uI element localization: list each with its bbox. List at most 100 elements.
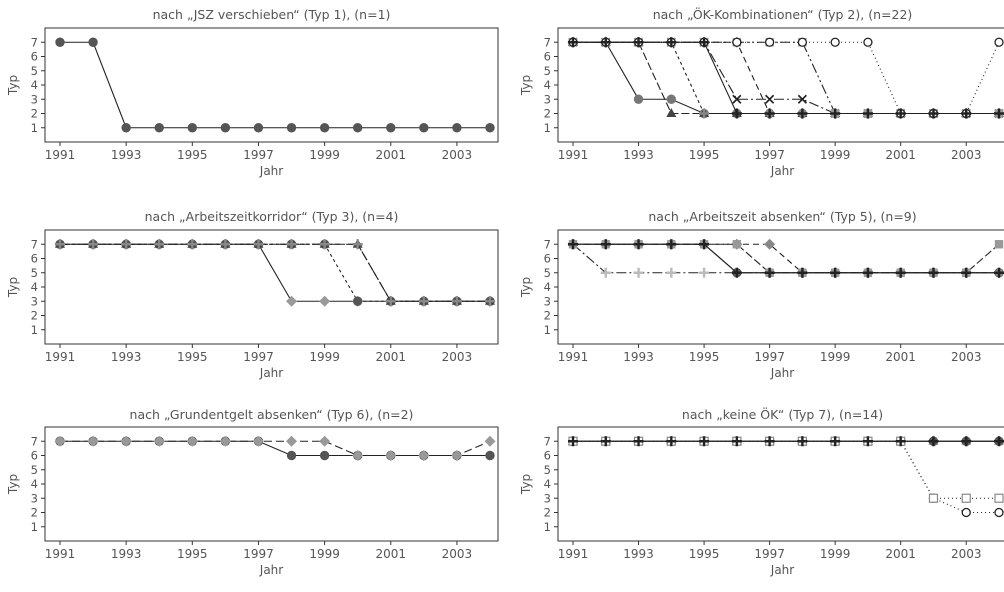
plot-area — [567, 36, 1004, 119]
data-point-plus — [633, 239, 644, 250]
data-point-plus — [88, 239, 99, 250]
data-point-diamond — [87, 435, 99, 447]
y-tick-label: 4 — [544, 477, 551, 491]
x-tick-label: 1997 — [243, 148, 274, 162]
data-point-diamond — [352, 450, 364, 461]
x-tick-label: 1999 — [820, 547, 851, 561]
data-point-plus — [418, 296, 429, 307]
y-tick-label: 7 — [544, 35, 551, 49]
series-line — [60, 41, 490, 129]
chart-panel-1: nach „JSZ verschieben“ (Typ 1), (n=1) 123… — [6, 7, 499, 178]
data-point-circle — [121, 123, 131, 133]
series-line — [60, 440, 491, 457]
y-tick-label: 2 — [544, 107, 551, 121]
data-point-square — [732, 240, 742, 249]
data-point-plus — [961, 108, 972, 119]
data-point-circle — [419, 123, 429, 133]
y-axis-label: Typ — [519, 474, 533, 495]
data-point-diamond — [484, 435, 496, 447]
x-tick-label: 1993 — [623, 148, 654, 162]
data-point-opensquare — [961, 493, 971, 503]
y-tick-label: 7 — [544, 434, 551, 448]
data-point-cross — [732, 94, 742, 104]
y-tick-label: 3 — [31, 294, 38, 308]
x-tick-label: 1999 — [309, 148, 340, 162]
data-point-diamond — [418, 450, 430, 461]
data-point-diamond — [54, 435, 66, 447]
data-point-circle — [633, 94, 644, 104]
data-point-plus — [633, 267, 644, 278]
x-tick-label: 1997 — [754, 148, 785, 162]
data-point-circle — [485, 123, 495, 133]
x-tick-label: 1997 — [243, 350, 274, 364]
plot-area — [55, 37, 495, 133]
x-axis-label: Jahr — [259, 563, 283, 577]
x-tick-label: 1999 — [820, 350, 851, 364]
x-tick-label: 1991 — [558, 148, 589, 162]
chart-title: nach „Grundentgelt absenken“ (Typ 6), (n… — [130, 407, 414, 422]
data-point-opencircle — [994, 507, 1004, 518]
x-tick-label: 2001 — [885, 148, 916, 162]
x-tick-label: 2003 — [442, 148, 473, 162]
data-point-plus — [830, 436, 841, 447]
data-point-plus — [666, 267, 677, 278]
y-tick-label: 1 — [544, 121, 551, 135]
x-tick-label: 1995 — [689, 350, 720, 364]
data-point-plus — [286, 239, 297, 250]
y-tick-label: 3 — [31, 491, 38, 505]
chart-title: nach „JSZ verschieben“ (Typ 1), (n=1) — [153, 7, 391, 22]
data-point-plus — [699, 37, 710, 48]
data-point-cross — [765, 94, 775, 104]
data-point-circle — [55, 37, 65, 47]
data-point-diamond — [451, 450, 463, 461]
y-tick-label: 2 — [31, 309, 38, 323]
series-line — [60, 243, 490, 302]
data-point-plus — [895, 267, 906, 278]
data-point-plus — [961, 436, 972, 447]
y-axis-label: Typ — [6, 277, 20, 298]
x-tick-label: 2001 — [375, 547, 406, 561]
x-tick-label: 2003 — [442, 547, 473, 561]
data-point-plus — [220, 239, 231, 250]
x-tick-label: 2003 — [951, 148, 982, 162]
data-point-plus — [699, 267, 710, 278]
data-point-plus — [928, 108, 939, 119]
data-point-plus — [994, 267, 1004, 278]
data-point-circle — [352, 296, 363, 306]
data-point-plus — [895, 108, 906, 119]
data-point-plus — [319, 239, 330, 250]
series-5 — [568, 436, 1004, 447]
y-tick-label: 7 — [31, 35, 38, 49]
x-tick-label: 1991 — [558, 547, 589, 561]
data-point-plus — [568, 436, 578, 447]
y-tick-label: 7 — [544, 237, 551, 251]
data-point-plus — [797, 267, 808, 278]
data-point-opencircle — [764, 37, 775, 47]
chart-title: nach „Arbeitszeit absenken“ (Typ 5), (n=… — [648, 209, 916, 224]
x-axis-label: Jahr — [770, 366, 794, 380]
data-point-plus — [451, 296, 462, 307]
data-point-plus — [187, 239, 198, 250]
data-point-opencircle — [830, 37, 840, 47]
data-point-plus — [994, 108, 1004, 119]
data-point-plus — [764, 108, 775, 119]
data-point-plus — [895, 436, 906, 447]
x-tick-label: 1995 — [177, 350, 208, 364]
data-point-circle — [88, 37, 98, 47]
data-point-diamond — [385, 450, 397, 461]
x-tick-label: 1991 — [45, 148, 76, 162]
data-point-plus — [731, 267, 742, 278]
plot-frame — [44, 229, 499, 345]
series-8 — [568, 37, 1004, 119]
data-point-circle — [187, 123, 198, 133]
data-point-plus — [862, 267, 873, 278]
data-point-plus — [764, 267, 775, 278]
chart-panel-4: nach „Arbeitszeit absenken“ (Typ 5), (n=… — [519, 209, 1004, 380]
data-point-plus — [764, 436, 775, 447]
data-point-plus — [600, 239, 611, 250]
y-tick-label: 4 — [31, 78, 38, 92]
chart-title: nach „keine ÖK“ (Typ 7), (n=14) — [682, 406, 883, 422]
x-tick-label: 2003 — [951, 350, 982, 364]
data-point-plus — [600, 436, 611, 447]
x-tick-label: 1999 — [309, 547, 340, 561]
